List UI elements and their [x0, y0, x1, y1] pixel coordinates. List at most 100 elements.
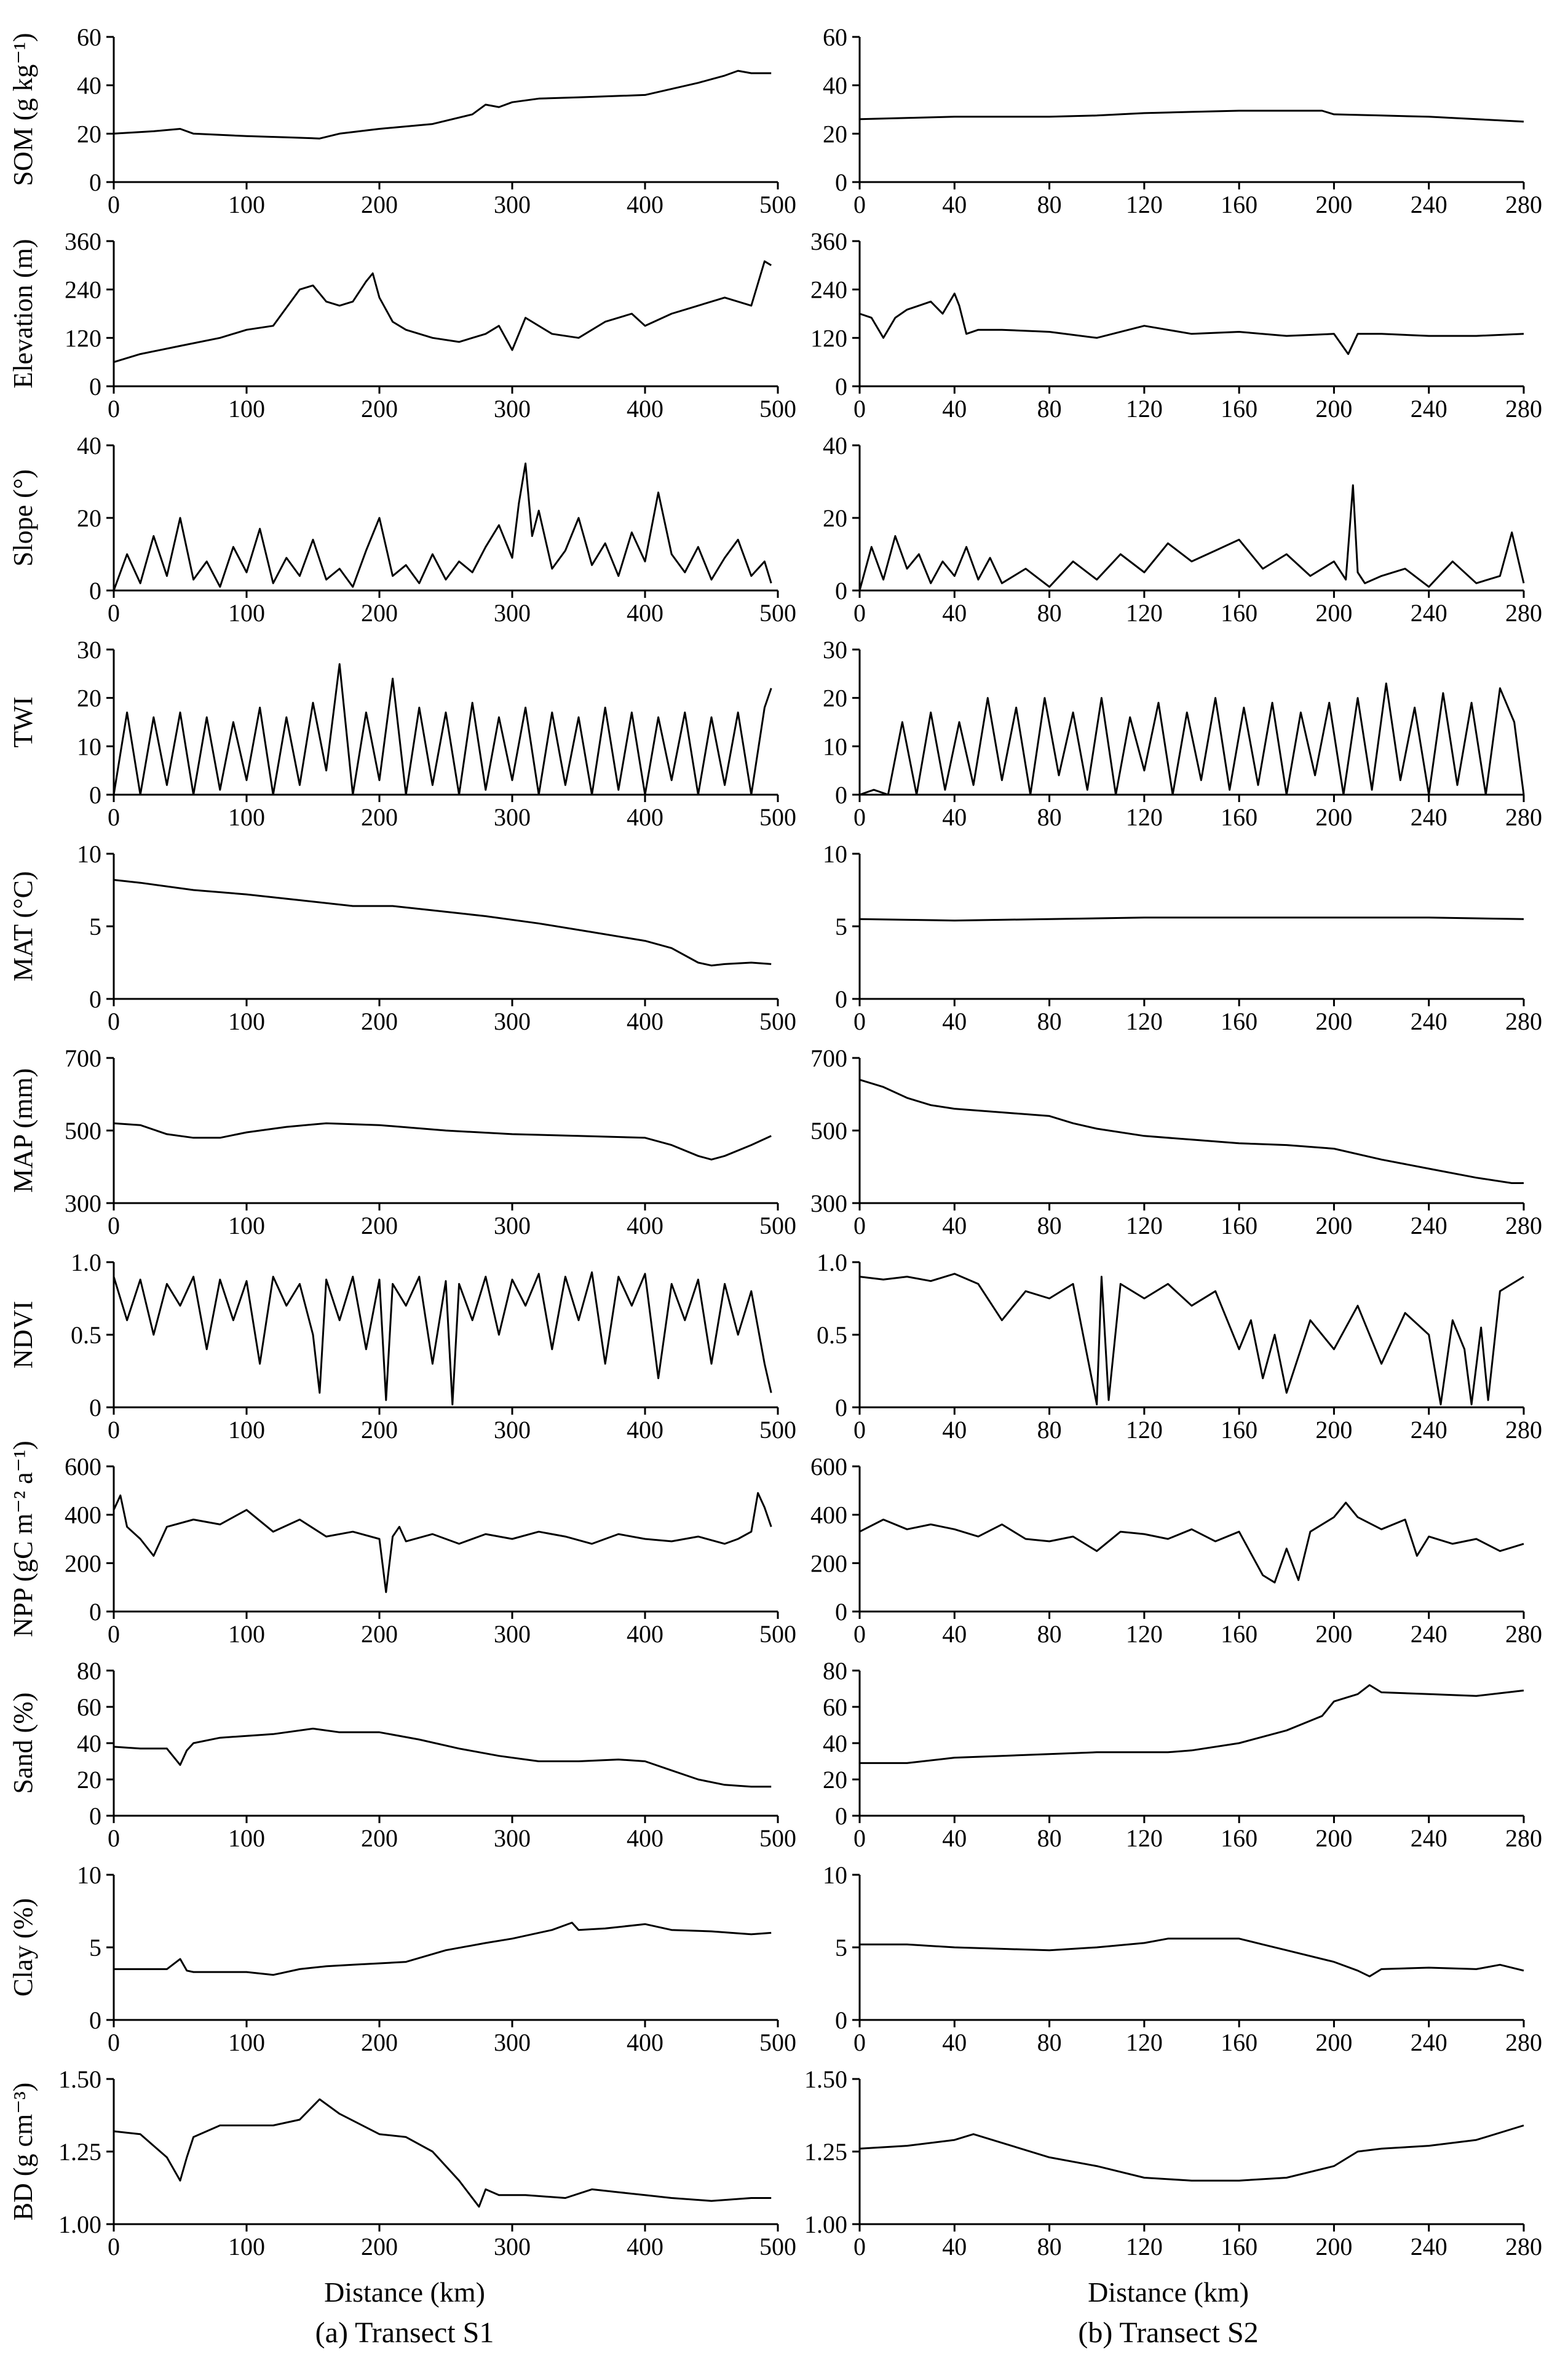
panel-s2-som: 0 40 80 120 160 200 240 280 0 20 40 60 [823, 23, 1542, 218]
s1-ndvi-y-tick-label: 1.0 [71, 1249, 101, 1276]
s2-twi-y-tick-label: 10 [823, 733, 847, 760]
s2-som-x-tick-label: 160 [1221, 191, 1257, 218]
s2-sand-y-tick-label: 40 [823, 1730, 847, 1757]
s1-sand-series-line [113, 1727, 772, 1788]
panel-s2-sand: 0 40 80 120 160 200 240 280 0 20 40 60 80 [823, 1657, 1542, 1852]
s2-bd-x-tick-label: 160 [1221, 2233, 1257, 2260]
s2-mat-y-tick-label: 5 [835, 913, 847, 940]
s1-map-y-tick-label: 500 [65, 1117, 101, 1145]
s1-map-x-tick-label: 500 [759, 1212, 796, 1239]
s2-bd-series-line [859, 2125, 1524, 2182]
panel-s1-sand: 0 100 200 300 400 500 0 20 40 60 80 Sand (%) [8, 1657, 796, 1852]
s1-sand-x-tick-label: 400 [627, 1824, 663, 1852]
s1-clay-x-tick-label: 0 [108, 2029, 120, 2056]
s2-sand-y-tick-label: 60 [823, 1693, 847, 1721]
s1-map-x-tick-label: 200 [361, 1212, 398, 1239]
s2-slope-x-tick-label: 80 [1037, 599, 1062, 627]
s2-clay-series-line [860, 1938, 1524, 1977]
s1-clay-series-line [114, 1922, 772, 1976]
s2-mat-x-tick-label: 160 [1221, 1008, 1257, 1035]
s2-sand-x-tick-label: 280 [1505, 1824, 1542, 1852]
s2-som-y-tick-label: 20 [823, 120, 847, 148]
s2-twi-x-tick-label: 120 [1126, 803, 1163, 831]
s2-elevation-x-tick-label: 40 [942, 395, 967, 423]
s2-twi-x-tick-label: 200 [1315, 803, 1352, 831]
s1-slope-y-tick-label: 20 [77, 504, 101, 532]
s2-bd-x-tick-label: 0 [853, 2233, 866, 2260]
s2-clay-x-tick-label: 160 [1221, 2029, 1257, 2056]
s2-slope-x-tick-label: 40 [942, 599, 967, 627]
s1-map-x-tick-label: 0 [108, 1212, 120, 1239]
s1-clay-y-label: Clay (%) [8, 1898, 38, 1997]
s2-npp-x-tick-label: 200 [1315, 1620, 1352, 1648]
s1-mat-x-tick-label: 0 [108, 1008, 120, 1035]
s1-twi-y-tick-label: 10 [77, 733, 101, 760]
s1-bd-x-tick-label: 500 [759, 2233, 796, 2260]
s2-sand-x-tick-label: 200 [1315, 1824, 1352, 1852]
s2-som-x-tick-label: 200 [1315, 191, 1352, 218]
s2-twi-y-tick-label: 30 [823, 636, 847, 664]
s1-som-y-tick-label: 0 [89, 169, 101, 196]
s1-som-x-tick-label: 500 [759, 191, 796, 218]
s2-ndvi-x-tick-label: 200 [1315, 1416, 1352, 1444]
s1-bd-y-tick-label: 1.50 [58, 2065, 101, 2093]
s2-ndvi-y-tick-label: 0.5 [817, 1321, 847, 1349]
s2-npp-x-tick-label: 40 [942, 1620, 967, 1648]
s2-clay-y-tick-label: 10 [823, 1861, 847, 1889]
s2-bd-x-tick-label: 120 [1126, 2233, 1163, 2260]
s1-sand-x-tick-label: 300 [494, 1824, 531, 1852]
panel-s1-map: 0 100 200 300 400 500 300 500 700 MAP (mm) [8, 1044, 796, 1239]
s1-twi-y-tick-label: 0 [89, 781, 101, 809]
s1-clay-x-tick-label: 400 [627, 2029, 663, 2056]
s2-clay-y-tick-label: 0 [835, 2006, 847, 2034]
s2-sand-x-tick-label: 0 [853, 1824, 866, 1852]
s2-bd-x-tick-label: 280 [1505, 2233, 1542, 2260]
s1-slope-x-tick-label: 0 [108, 599, 120, 627]
s1-elevation-x-tick-label: 300 [494, 395, 531, 423]
s1-npp-series-line [113, 1492, 772, 1593]
s1-twi-x-tick-label: 100 [228, 803, 265, 831]
s1-slope-y-tick-label: 40 [77, 432, 101, 459]
s1-ndvi-series-line [113, 1271, 772, 1405]
s1-slope-x-tick-label: 400 [627, 599, 663, 627]
s2-npp-y-tick-label: 0 [835, 1598, 847, 1626]
panel-s1-bd: 0 100 200 300 400 500 1.00 1.25 1.50 BD (g cm⁻³) [8, 2065, 796, 2260]
s2-clay-x-tick-label: 200 [1315, 2029, 1352, 2056]
s2-map-x-tick-label: 200 [1315, 1212, 1352, 1239]
s1-twi-x-tick-label: 0 [108, 803, 120, 831]
s2-som-x-tick-label: 40 [942, 191, 967, 218]
s2-mat-x-tick-label: 0 [853, 1008, 866, 1035]
s2-map-x-tick-label: 120 [1126, 1212, 1163, 1239]
s2-som-y-tick-label: 0 [835, 169, 847, 196]
s1-mat-y-tick-label: 0 [89, 985, 101, 1013]
s2-npp-x-tick-label: 0 [853, 1620, 866, 1648]
s2-ndvi-x-tick-label: 240 [1411, 1416, 1447, 1444]
s1-twi-x-tick-label: 200 [361, 803, 398, 831]
s1-som-x-tick-label: 100 [228, 191, 265, 218]
s2-ndvi-y-tick-label: 1.0 [817, 1249, 847, 1276]
s2-clay-x-tick-label: 240 [1411, 2029, 1447, 2056]
s1-sand-y-tick-label: 20 [77, 1766, 101, 1794]
s1-clay-x-tick-label: 500 [759, 2029, 796, 2056]
s1-sand-x-tick-label: 100 [228, 1824, 265, 1852]
s2-bd-y-tick-label: 1.25 [804, 2138, 847, 2166]
s1-npp-x-tick-label: 400 [627, 1620, 663, 1648]
s1-ndvi-y-label: NDVI [8, 1301, 38, 1369]
panel-s2-elevation: 0 40 80 120 160 200 240 280 0 120 240 360 [810, 228, 1542, 423]
panel-s2-npp: 0 40 80 120 160 200 240 280 0 200 400 600 [810, 1453, 1542, 1648]
s1-npp-x-tick-label: 100 [228, 1620, 265, 1648]
s1-clay-y-tick-label: 5 [89, 1934, 101, 1962]
s2-npp-x-tick-label: 280 [1505, 1620, 1542, 1648]
s1-som-x-tick-label: 0 [108, 191, 120, 218]
panel-s1-ndvi: 0 100 200 300 400 500 0 0.5 1.0 NDVI [8, 1249, 796, 1444]
s2-sand-y-tick-label: 80 [823, 1657, 847, 1685]
s1-elevation-x-tick-label: 100 [228, 395, 265, 423]
s1-npp-y-label: NPP (gC m⁻² a⁻¹) [8, 1441, 38, 1637]
s1-slope-x-tick-label: 500 [759, 599, 796, 627]
s2-twi-x-tick-label: 40 [942, 803, 967, 831]
s1-sand-x-tick-label: 500 [759, 1824, 796, 1852]
s2-som-y-tick-label: 60 [823, 23, 847, 51]
s2-bd-y-tick-label: 1.00 [804, 2211, 847, 2238]
s2-ndvi-series-line [859, 1273, 1524, 1405]
panel-s2-bd: 0 40 80 120 160 200 240 280 1.00 1.25 1.50 [804, 2065, 1542, 2260]
